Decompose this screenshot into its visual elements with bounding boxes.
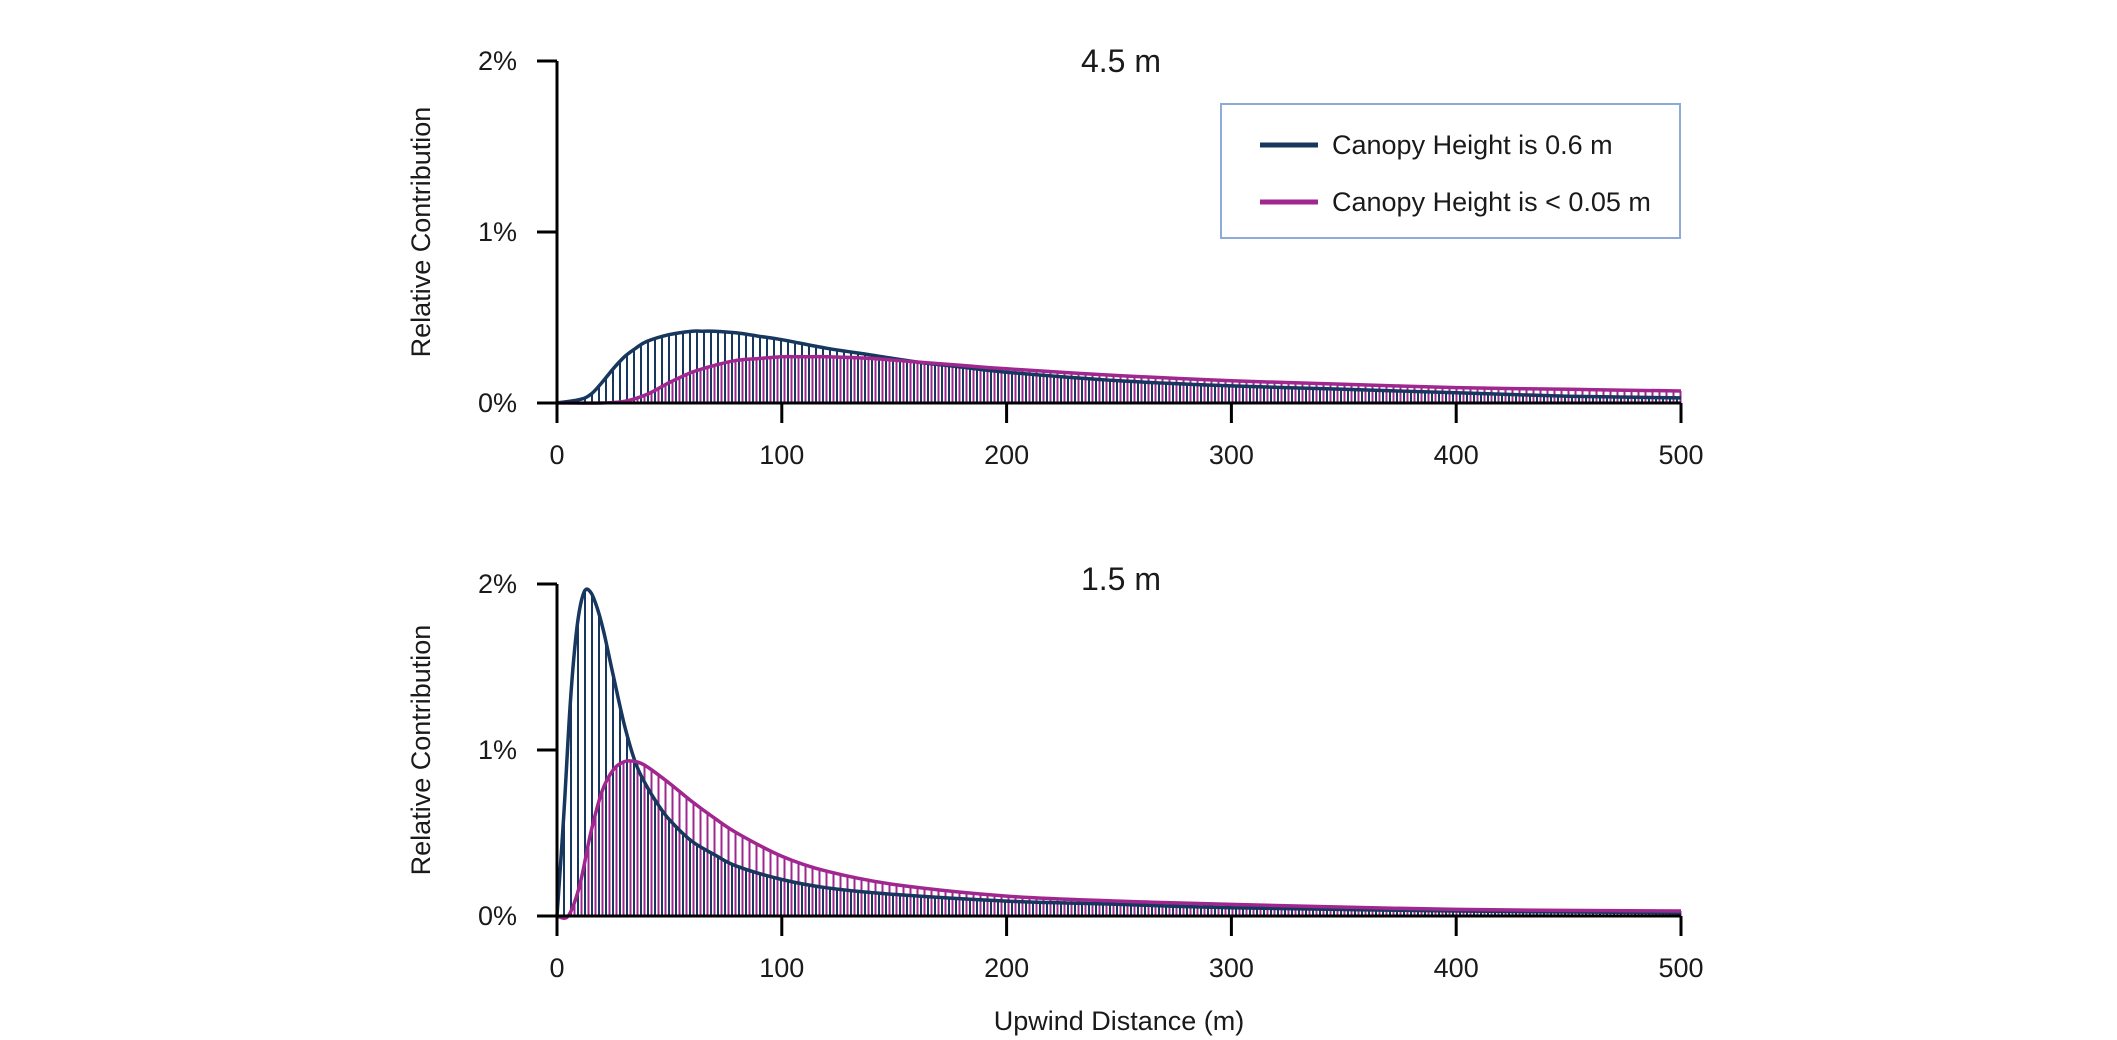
- series-line-tall-canopy: [555, 587, 1682, 917]
- x-tick-label: 400: [1434, 953, 1479, 983]
- x-axis-title: Upwind Distance (m): [994, 1006, 1245, 1036]
- legend-box: [1220, 103, 1681, 239]
- panel-1-5m: 0% 1% 2% 0 100 200 300 400 500 1.5 m Relative Cont…: [406, 561, 1704, 1036]
- y-tick-label: 1%: [478, 735, 517, 765]
- y-tick-label: 0%: [478, 388, 517, 418]
- y-tick-label: 0%: [478, 901, 517, 931]
- y-axis-title: Relative Contribution: [406, 625, 436, 876]
- x-tick-label: 0: [549, 953, 564, 983]
- y-tick-label: 2%: [478, 569, 517, 599]
- x-tick-label: 300: [1209, 440, 1254, 470]
- x-tick-label: 100: [759, 440, 804, 470]
- hatch-fill-short-canopy: [573, 761, 1682, 916]
- x-tick-label: 200: [984, 440, 1029, 470]
- x-tick-label: 500: [1658, 953, 1703, 983]
- y-axis-title: Relative Contribution: [406, 107, 436, 358]
- x-tick-label: 0: [549, 440, 564, 470]
- series-line-short-canopy: [556, 759, 1682, 920]
- x-tick-label: 500: [1658, 440, 1703, 470]
- x-tick-label: 100: [759, 953, 804, 983]
- series-line-short-canopy: [556, 354, 1682, 405]
- y-tick-label: 1%: [478, 217, 517, 247]
- legend-label: Canopy Height is 0.6 m: [1332, 130, 1613, 160]
- panel-4-5m: 0% 1% 2% 0 100 200 300 400 500 4.5 m Relative Cont…: [406, 43, 1704, 470]
- x-tick-label: 200: [984, 953, 1029, 983]
- series-line-tall-canopy: [556, 329, 1682, 405]
- hatch-fill-tall-canopy: [563, 592, 1678, 916]
- legend-label: Canopy Height is < 0.05 m: [1332, 187, 1651, 217]
- legend: Canopy Height is 0.6 m Canopy Height is <…: [1220, 103, 1681, 239]
- x-tick-label: 400: [1434, 440, 1479, 470]
- panel-title: 1.5 m: [1081, 561, 1161, 597]
- y-tick-label: 2%: [478, 46, 517, 76]
- x-tick-label: 300: [1209, 953, 1254, 983]
- panel-title: 4.5 m: [1081, 43, 1161, 79]
